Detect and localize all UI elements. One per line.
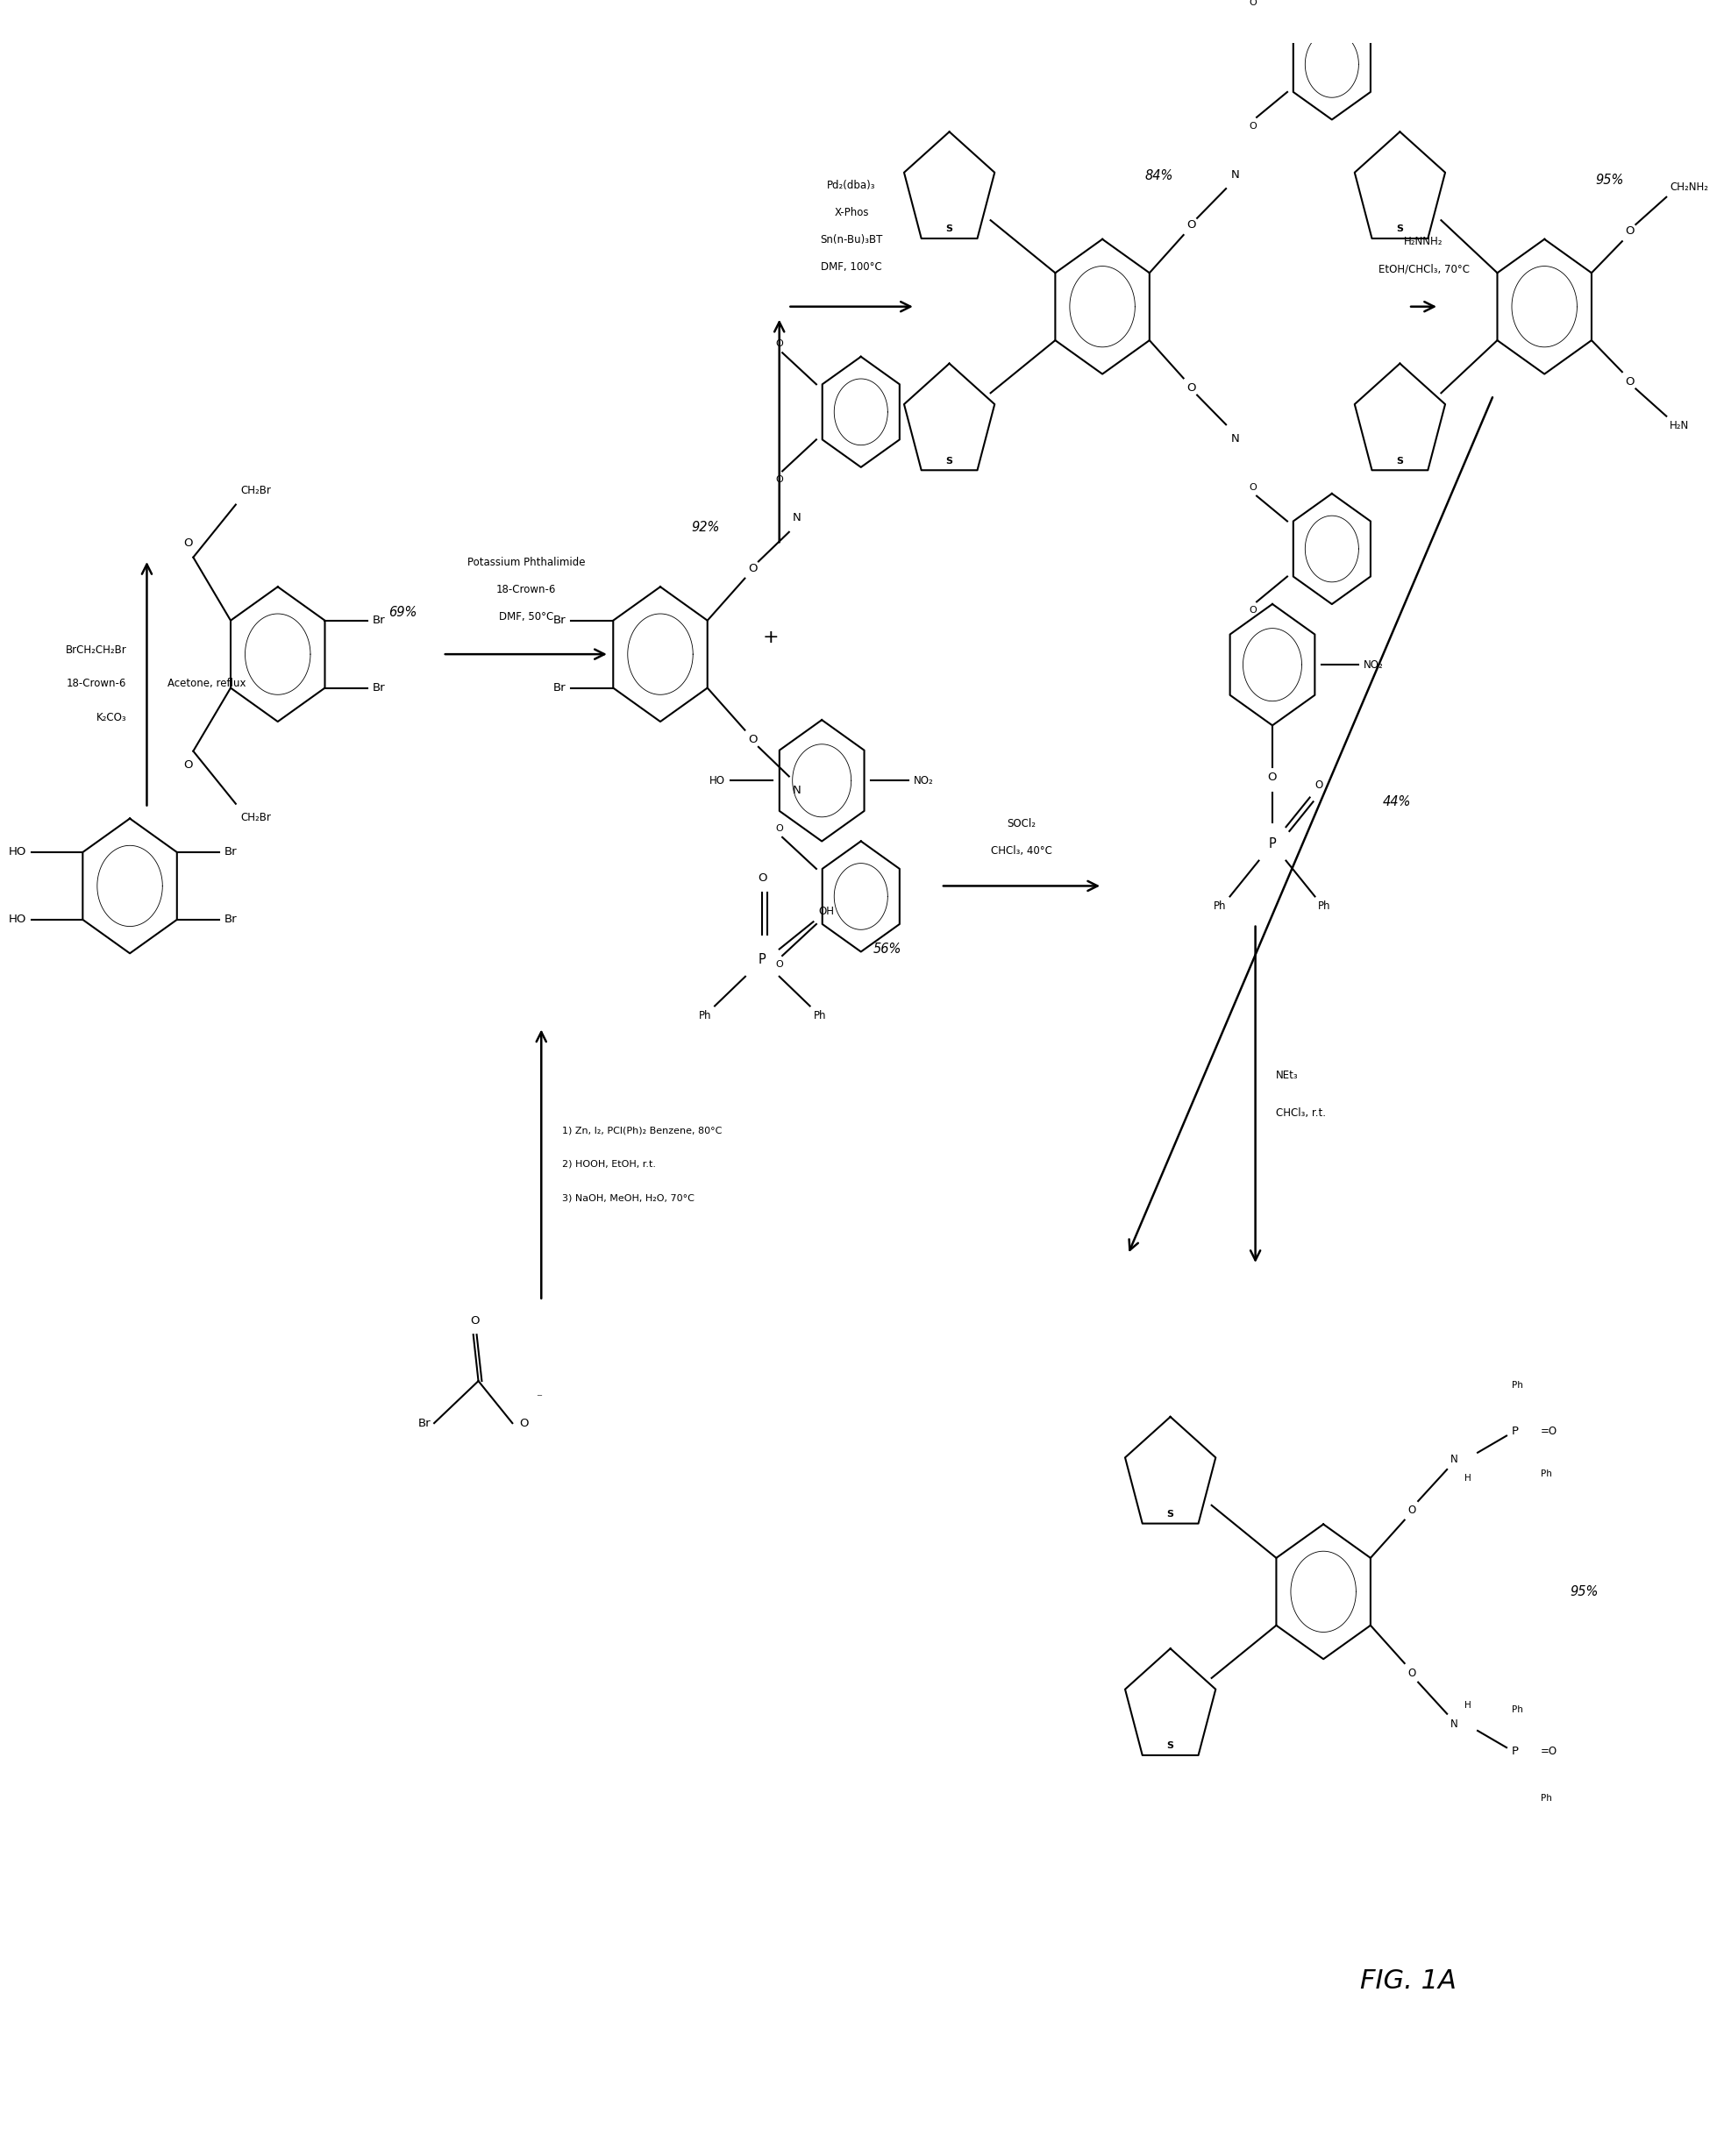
Text: S: S [946,457,953,466]
Text: O: O [1250,121,1257,129]
Text: 92%: 92% [691,522,719,535]
Text: ⁻: ⁻ [536,1393,543,1404]
Text: 18-Crown-6: 18-Crown-6 [497,584,555,595]
Text: O: O [183,537,193,550]
Text: O: O [1250,0,1257,6]
Text: DMF, 100°C: DMF, 100°C [821,261,883,274]
Text: N: N [1450,1718,1459,1729]
Text: CHCl₃, 40°C: CHCl₃, 40°C [991,845,1052,856]
Text: +: + [762,630,779,647]
Text: O: O [1250,606,1257,614]
Text: O: O [1626,226,1634,237]
Text: Br: Br [417,1416,431,1429]
Text: SOCl₂: SOCl₂ [1007,817,1036,830]
Text: S: S [946,224,953,233]
Text: CH₂NH₂: CH₂NH₂ [1671,181,1708,192]
Text: =O: =O [1541,1425,1557,1438]
Text: Ph: Ph [814,1011,826,1022]
Text: Acetone, reflux: Acetone, reflux [167,677,247,690]
Text: S: S [1396,457,1403,466]
Text: S: S [1167,1509,1174,1518]
Text: Br: Br [372,681,384,694]
Text: Br: Br [224,914,238,925]
Text: O: O [471,1315,479,1326]
Text: Ph: Ph [1512,1705,1522,1714]
Text: NEt₃: NEt₃ [1276,1069,1298,1080]
Text: HO: HO [710,774,726,787]
Text: Pd₂(dba)₃: Pd₂(dba)₃ [828,179,876,190]
Text: 18-Crown-6: 18-Crown-6 [67,677,126,690]
Text: O: O [748,563,757,573]
Text: CHCl₃, r.t.: CHCl₃, r.t. [1276,1108,1326,1119]
Text: N: N [1450,1453,1459,1466]
Text: O: O [776,959,783,968]
Text: Potassium Phthalimide: Potassium Phthalimide [467,556,584,567]
Text: HO: HO [9,914,26,925]
Text: FIG. 1A: FIG. 1A [1360,1968,1457,1994]
Text: N: N [793,785,802,796]
Text: HO: HO [9,847,26,858]
Text: NO₂: NO₂ [1364,660,1384,671]
Text: O: O [748,735,757,746]
Text: H: H [1464,1475,1471,1483]
Text: O: O [776,824,783,832]
Text: O: O [1267,772,1277,783]
Text: EtOH/CHCl₃, 70°C: EtOH/CHCl₃, 70°C [1377,263,1469,276]
Text: Br: Br [224,847,238,858]
Text: 1) Zn, I₂, PCl(Ph)₂ Benzene, 80°C: 1) Zn, I₂, PCl(Ph)₂ Benzene, 80°C [562,1125,722,1134]
Text: X-Phos: X-Phos [834,207,869,218]
Text: Ph: Ph [1541,1470,1552,1479]
Text: P: P [1512,1746,1519,1757]
Text: OH: OH [819,906,834,918]
Text: 84%: 84% [1145,170,1174,183]
Text: Sn(n-Bu)₃BT: Sn(n-Bu)₃BT [821,235,883,246]
Text: Ph: Ph [1319,901,1331,912]
Text: NO₂: NO₂ [914,774,933,787]
Text: O: O [1186,220,1196,231]
Text: Ph: Ph [698,1011,712,1022]
Text: Ph: Ph [1214,901,1226,912]
Text: P: P [759,953,765,966]
Text: K₂CO₃: K₂CO₃ [97,711,126,722]
Text: O: O [1409,1505,1415,1516]
Text: 3) NaOH, MeOH, H₂O, 70°C: 3) NaOH, MeOH, H₂O, 70°C [562,1192,695,1203]
Text: O: O [1250,483,1257,492]
Text: Br: Br [553,681,565,694]
Text: S: S [1167,1742,1174,1751]
Text: Br: Br [372,614,384,625]
Text: P: P [1269,837,1276,849]
Text: CH₂Br: CH₂Br [241,813,271,824]
Text: 95%: 95% [1571,1585,1598,1598]
Text: O: O [776,474,783,485]
Text: O: O [1409,1667,1415,1680]
Text: N: N [1231,168,1240,181]
Text: H: H [1464,1701,1471,1710]
Text: Ph: Ph [1512,1380,1522,1388]
Text: O: O [1315,780,1322,791]
Text: N: N [1231,433,1240,444]
Text: O: O [759,873,767,884]
Text: =O: =O [1541,1746,1557,1757]
Text: 2) HOOH, EtOH, r.t.: 2) HOOH, EtOH, r.t. [562,1160,655,1169]
Text: O: O [776,341,783,349]
Text: Br: Br [553,614,565,625]
Text: O: O [183,759,193,772]
Text: CH₂Br: CH₂Br [241,485,271,496]
Text: 95%: 95% [1595,175,1624,188]
Text: Ph: Ph [1541,1794,1552,1802]
Text: N: N [793,513,802,524]
Text: O: O [1626,375,1634,388]
Text: H₂NNH₂: H₂NNH₂ [1405,237,1443,248]
Text: P: P [1512,1425,1519,1438]
Text: O: O [1186,382,1196,395]
Text: S: S [1396,224,1403,233]
Text: 69%: 69% [388,606,417,619]
Text: DMF, 50°C: DMF, 50°C [498,610,553,623]
Text: H₂N: H₂N [1671,420,1690,431]
Text: 56%: 56% [872,942,902,955]
Text: O: O [519,1416,528,1429]
Text: 44%: 44% [1383,796,1412,808]
Text: BrCH₂CH₂Br: BrCH₂CH₂Br [66,645,126,655]
